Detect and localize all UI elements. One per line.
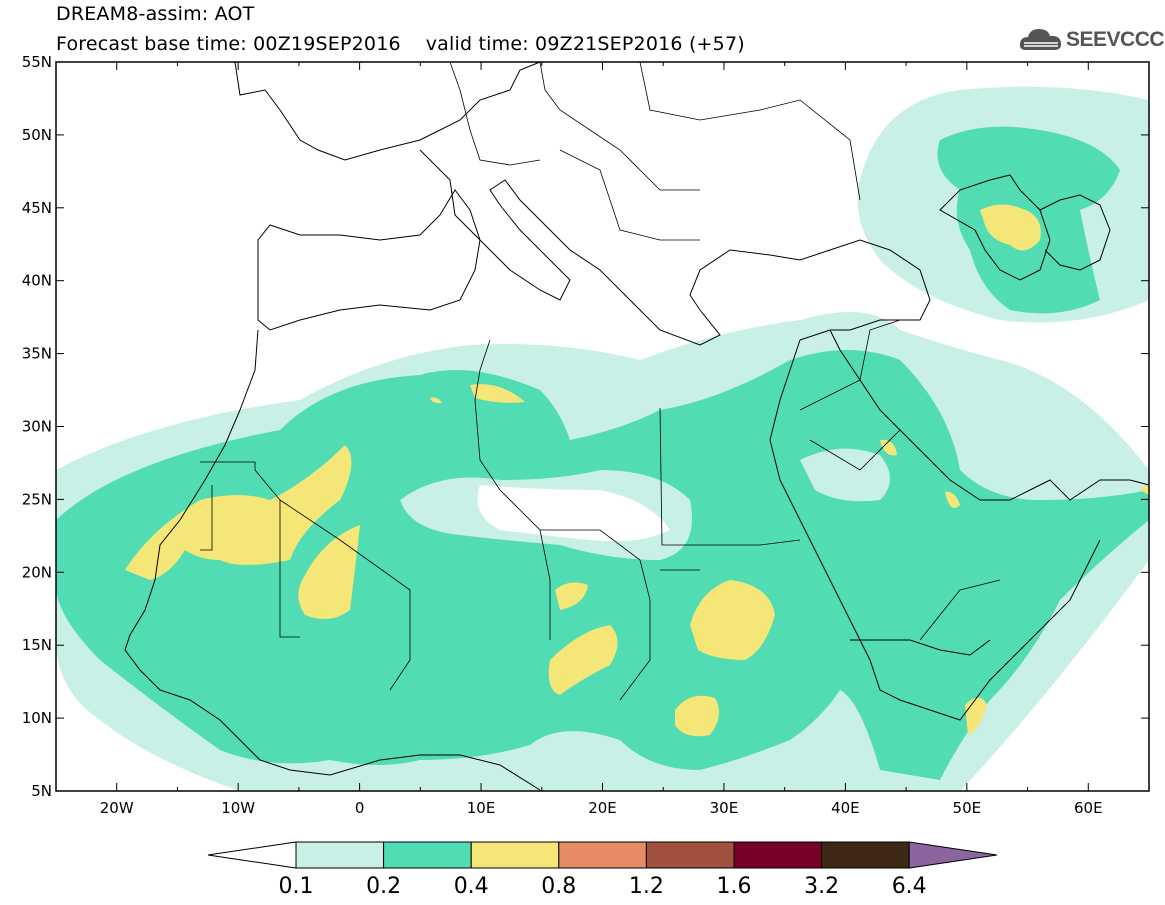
map-title: DREAM8-assim: AOT xyxy=(56,3,255,25)
colorbar-high-triangle xyxy=(908,841,998,869)
lat-label: 40N xyxy=(22,272,52,290)
coastlines xyxy=(124,62,1149,791)
colorbar-segment xyxy=(733,841,823,869)
lon-label: 50E xyxy=(953,799,982,817)
lat-label: 5N xyxy=(31,782,52,800)
aot-band-0-4 xyxy=(125,204,1149,737)
lat-label: 50N xyxy=(22,126,52,144)
lon-label: 20W xyxy=(100,799,134,817)
forecast-time-line: Forecast base time: 00Z19SEP2016 valid t… xyxy=(56,33,745,55)
aot-field xyxy=(56,86,1149,791)
lat-label: 35N xyxy=(22,345,52,363)
lat-label: 15N xyxy=(22,636,52,654)
lat-label: 20N xyxy=(22,563,52,581)
colorbar-segment xyxy=(558,841,647,869)
lon-label: 20E xyxy=(588,799,617,817)
lat-label: 25N xyxy=(22,490,52,508)
lon-label: 0 xyxy=(355,799,365,817)
lat-label: 45N xyxy=(22,199,52,217)
colorbar-label: 0.8 xyxy=(541,874,576,899)
lat-label: 55N xyxy=(22,53,52,71)
colorbar-segment xyxy=(821,841,910,869)
colorbar-label: 3.2 xyxy=(804,874,839,899)
colorbar-segment xyxy=(645,841,735,869)
colorbar-segment xyxy=(470,841,560,869)
colorbar-labels: 0.1 0.2 0.4 0.8 1.2 1.6 3.2 6.4 xyxy=(279,874,927,899)
lon-label: 40E xyxy=(831,799,860,817)
cloud-icon xyxy=(1019,29,1062,50)
colorbar-label: 0.1 xyxy=(279,874,314,899)
colorbar-label: 0.4 xyxy=(454,874,489,899)
logo-text: SEEVCCC xyxy=(1066,28,1165,51)
country-borders xyxy=(200,62,1001,701)
colorbar-segment xyxy=(295,841,385,869)
aot-clean-areas xyxy=(477,485,670,542)
lon-label: 10W xyxy=(221,799,255,817)
lon-axis-labels: 20W 10W 0 10E 20E 30E 40E 50E 60E xyxy=(100,799,1103,817)
lon-label: 60E xyxy=(1074,799,1103,817)
lat-axis-labels: 55N 50N 45N 40N 35N 30N 25N 20N 15N 10N 5N xyxy=(22,53,52,800)
colorbar-low-triangle xyxy=(207,841,297,869)
colorbar xyxy=(207,841,998,869)
colorbar-label: 6.4 xyxy=(892,874,927,899)
colorbar-label: 1.6 xyxy=(717,874,752,899)
lat-label: 10N xyxy=(22,709,52,727)
seevccc-logo: SEEVCCC xyxy=(1018,24,1165,56)
axis-ticks xyxy=(55,61,1150,792)
colorbar-segment xyxy=(383,841,472,869)
lon-label: 10E xyxy=(467,799,496,817)
lon-label: 30E xyxy=(710,799,739,817)
colorbar-label: 1.2 xyxy=(629,874,664,899)
colorbar-label: 0.2 xyxy=(366,874,401,899)
lat-label: 30N xyxy=(22,418,52,436)
